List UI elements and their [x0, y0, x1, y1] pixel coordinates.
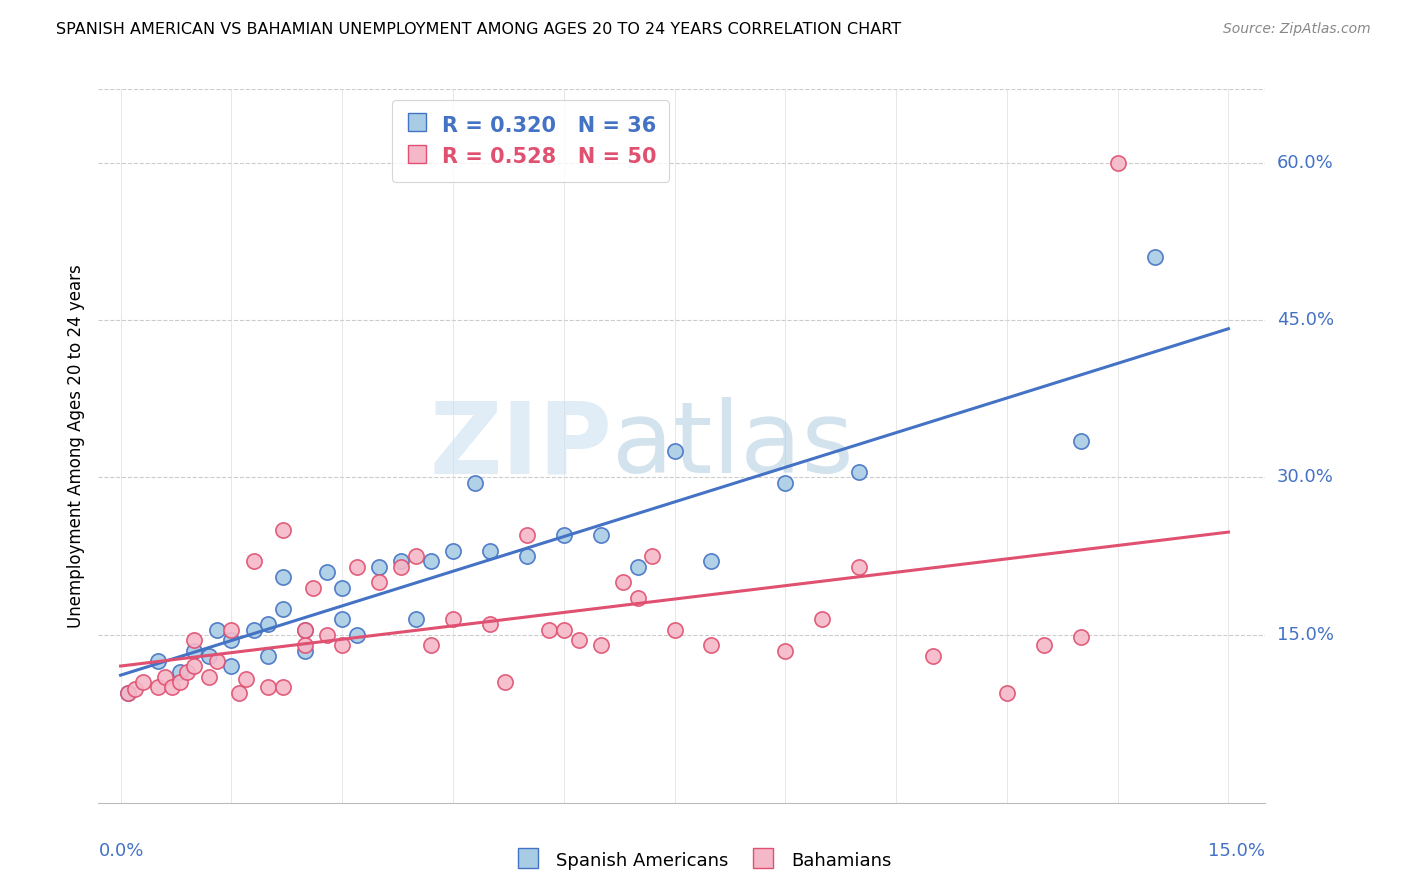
Point	[228, 685, 250, 699]
Point	[271, 601, 294, 615]
Point	[205, 623, 228, 637]
Point	[146, 654, 169, 668]
Point	[516, 528, 538, 542]
Point	[346, 628, 368, 642]
Point	[553, 528, 575, 542]
Point	[995, 685, 1018, 699]
Point	[146, 681, 169, 695]
Point	[537, 623, 560, 637]
Point	[330, 612, 353, 626]
Point	[183, 659, 205, 673]
Point	[419, 554, 441, 568]
Point	[346, 559, 368, 574]
Point	[1032, 639, 1054, 653]
Point	[848, 559, 870, 574]
Point	[478, 617, 501, 632]
Point	[368, 575, 391, 590]
Text: ZIP: ZIP	[429, 398, 612, 494]
Legend: Spanish Americans, Bahamians: Spanish Americans, Bahamians	[508, 842, 898, 879]
Point	[389, 554, 412, 568]
Point	[205, 654, 228, 668]
Point	[775, 643, 797, 657]
Point	[294, 623, 316, 637]
Point	[235, 672, 257, 686]
Point	[664, 623, 686, 637]
Point	[169, 665, 191, 679]
Text: 15.0%: 15.0%	[1277, 626, 1334, 644]
Point	[183, 633, 205, 648]
Point	[1143, 250, 1166, 264]
Point	[117, 685, 139, 699]
Text: 15.0%: 15.0%	[1208, 842, 1265, 860]
Point	[316, 565, 339, 579]
Point	[464, 475, 486, 490]
Point	[330, 581, 353, 595]
Point	[494, 675, 516, 690]
Point	[198, 648, 221, 663]
Point	[257, 681, 280, 695]
Point	[589, 639, 612, 653]
Point	[124, 682, 146, 697]
Point	[441, 612, 464, 626]
Point	[589, 528, 612, 542]
Point	[478, 544, 501, 558]
Point	[316, 628, 339, 642]
Point	[271, 523, 294, 537]
Text: Source: ZipAtlas.com: Source: ZipAtlas.com	[1223, 22, 1371, 37]
Text: 0.0%: 0.0%	[98, 842, 143, 860]
Point	[848, 465, 870, 479]
Point	[612, 575, 634, 590]
Point	[775, 475, 797, 490]
Point	[641, 549, 664, 564]
Point	[811, 612, 834, 626]
Point	[405, 549, 427, 564]
Point	[368, 559, 391, 574]
Point	[1070, 434, 1092, 448]
Point	[169, 675, 191, 690]
Point	[271, 681, 294, 695]
Point	[153, 670, 176, 684]
Point	[553, 623, 575, 637]
Point	[242, 623, 264, 637]
Point	[294, 623, 316, 637]
Point	[198, 670, 221, 684]
Point	[389, 559, 412, 574]
Point	[1070, 630, 1092, 644]
Point	[516, 549, 538, 564]
Point	[257, 648, 280, 663]
Legend: R = 0.320   N = 36, R = 0.528   N = 50: R = 0.320 N = 36, R = 0.528 N = 50	[392, 100, 669, 182]
Text: 30.0%: 30.0%	[1277, 468, 1334, 486]
Point	[700, 554, 723, 568]
Point	[626, 559, 648, 574]
Point	[441, 544, 464, 558]
Text: 45.0%: 45.0%	[1277, 311, 1334, 329]
Point	[242, 554, 264, 568]
Y-axis label: Unemployment Among Ages 20 to 24 years: Unemployment Among Ages 20 to 24 years	[66, 264, 84, 628]
Point	[567, 633, 589, 648]
Text: atlas: atlas	[612, 398, 853, 494]
Point	[700, 639, 723, 653]
Point	[162, 681, 184, 695]
Point	[1107, 155, 1129, 169]
Point	[183, 643, 205, 657]
Text: 60.0%: 60.0%	[1277, 153, 1334, 171]
Point	[294, 639, 316, 653]
Point	[922, 648, 945, 663]
Point	[294, 643, 316, 657]
Text: SPANISH AMERICAN VS BAHAMIAN UNEMPLOYMENT AMONG AGES 20 TO 24 YEARS CORRELATION : SPANISH AMERICAN VS BAHAMIAN UNEMPLOYMEN…	[56, 22, 901, 37]
Point	[176, 665, 198, 679]
Point	[221, 623, 243, 637]
Point	[117, 685, 139, 699]
Point	[419, 639, 441, 653]
Point	[301, 581, 323, 595]
Point	[664, 444, 686, 458]
Point	[221, 633, 243, 648]
Point	[221, 659, 243, 673]
Point	[626, 591, 648, 606]
Point	[132, 675, 155, 690]
Point	[271, 570, 294, 584]
Point	[257, 617, 280, 632]
Point	[405, 612, 427, 626]
Point	[330, 639, 353, 653]
